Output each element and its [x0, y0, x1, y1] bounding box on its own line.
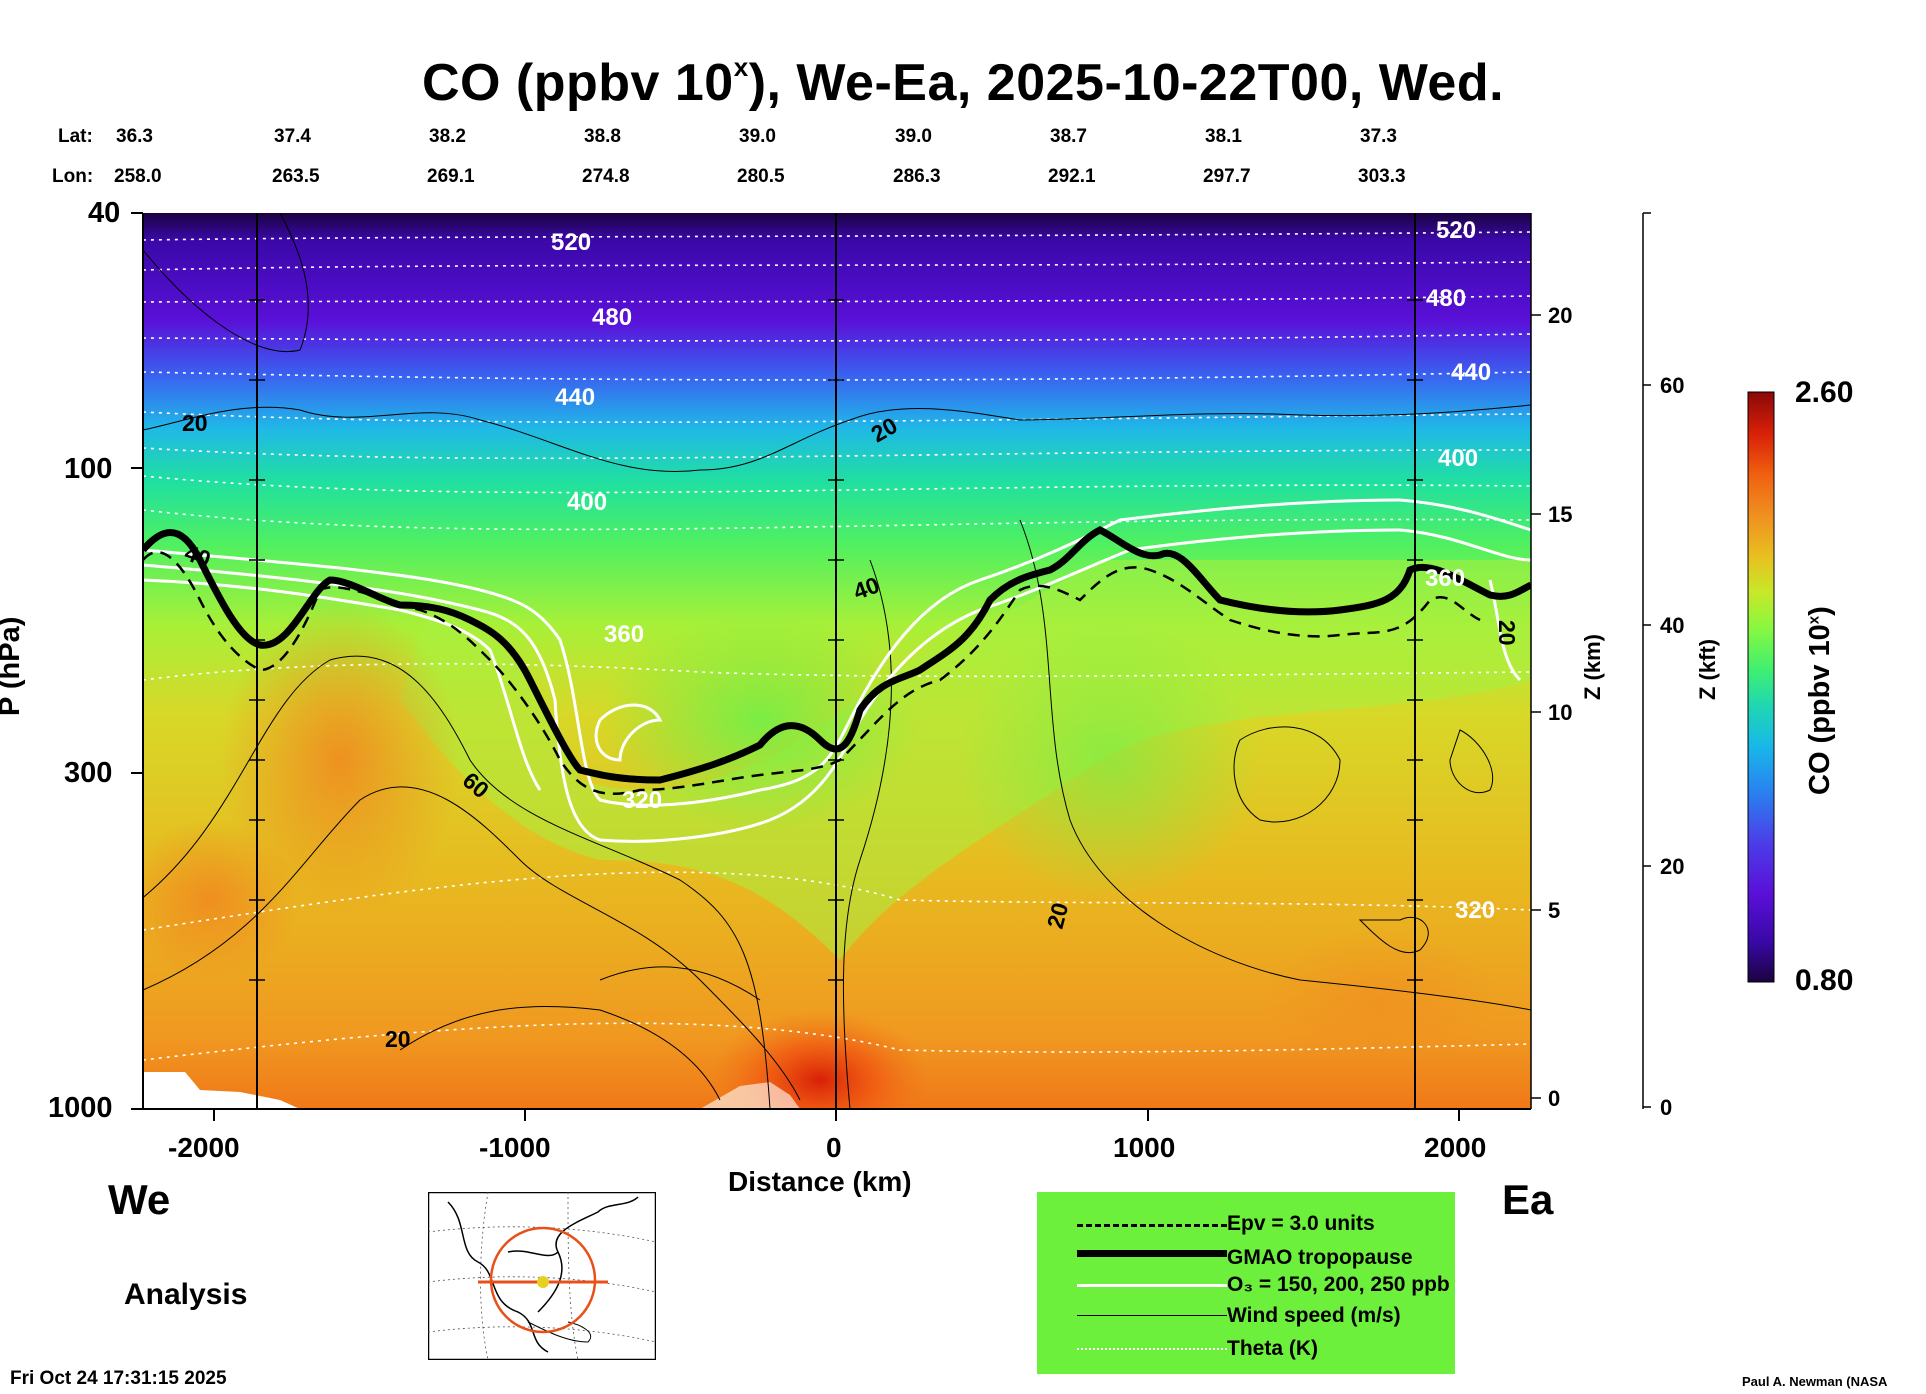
y-tick-label: 300: [64, 757, 113, 789]
lon-value: 274.8: [582, 166, 630, 187]
legend-swatch-wind: [1077, 1315, 1227, 1316]
z-kft-tick: 40: [1660, 613, 1685, 638]
x-tick-label: 0: [826, 1132, 842, 1163]
ozone-contours: [143, 498, 1531, 843]
theta-contours: [143, 231, 1531, 1061]
legend: Epv = 3.0 units GMAO tropopause O₃ = 150…: [1037, 1192, 1455, 1374]
z-km-tick: 0: [1548, 1086, 1561, 1111]
x-tick-label: 2000: [1424, 1132, 1487, 1163]
z-km-title: Z (km): [1580, 634, 1605, 700]
legend-swatch-ozone: [1077, 1284, 1227, 1287]
legend-swatch-tropopause: [1077, 1250, 1227, 1257]
lon-value: 292.1: [1048, 166, 1096, 187]
theta-label: 360: [604, 621, 644, 648]
lat-value: 39.0: [739, 126, 776, 147]
y-tick-label: 1000: [48, 1092, 113, 1124]
lat-value: 37.4: [274, 126, 311, 147]
wind-contours: [143, 213, 1531, 1109]
wind-label: 20: [1494, 620, 1520, 646]
y-tick-label: 100: [64, 453, 113, 485]
lat-value: 38.8: [584, 126, 621, 147]
lat-label: Lat:: [58, 126, 93, 147]
colorbar: [1747, 391, 1775, 983]
lon-value: 280.5: [737, 166, 785, 187]
lon-value: 303.3: [1358, 166, 1406, 187]
z-km-tick: 15: [1548, 502, 1573, 527]
lon-value: 286.3: [893, 166, 941, 187]
theta-label: 400: [1438, 445, 1478, 472]
legend-item: Theta (K): [1227, 1337, 1318, 1360]
theta-label: 520: [551, 229, 591, 256]
timestamp: Fri Oct 24 17:31:15 2025: [10, 1368, 227, 1389]
z-km-tick: 10: [1548, 700, 1573, 725]
theta-label: 520: [1436, 217, 1476, 244]
chart-title: CO (ppbv 10x), We-Ea, 2025-10-22T00, Wed…: [421, 52, 1505, 112]
reference-line-ticks: [249, 299, 1423, 981]
legend-swatch-epv: [1077, 1224, 1227, 1227]
z-kft-tick: 60: [1660, 373, 1685, 398]
x-tick-label: -2000: [168, 1132, 240, 1163]
inset-map: [428, 1192, 656, 1360]
direction-east: Ea: [1502, 1176, 1554, 1223]
x-tick-label: 1000: [1113, 1132, 1176, 1163]
wind-label: 20: [182, 410, 208, 436]
direction-west: We: [108, 1176, 171, 1223]
lat-value: 39.0: [895, 126, 932, 147]
x-axis-title: Distance (km): [728, 1166, 912, 1197]
legend-item: GMAO tropopause: [1227, 1246, 1413, 1269]
plot-axes: [131, 212, 1651, 1121]
lon-value: 297.7: [1203, 166, 1251, 187]
z-km-tick: 20: [1548, 303, 1573, 328]
lat-value: 38.2: [429, 126, 466, 147]
wind-label: 20: [385, 1026, 411, 1052]
theta-label: 480: [592, 304, 632, 331]
theta-label: 440: [555, 384, 595, 411]
theta-labels: 520 480 440 400 360 320 520 480 440 400 …: [551, 217, 1495, 924]
reference-lines: [256, 213, 1416, 1109]
theta-label: 480: [1426, 285, 1466, 312]
epv-line: [143, 551, 1481, 795]
legend-item: Wind speed (m/s): [1227, 1304, 1401, 1327]
legend-item: Epv = 3.0 units: [1227, 1212, 1375, 1235]
lon-value: 269.1: [427, 166, 475, 187]
theta-label: 320: [1455, 897, 1495, 924]
legend-item: O₃ = 150, 200, 250 ppb: [1227, 1273, 1450, 1296]
z-kft-title: Z (kft): [1695, 638, 1720, 700]
credit: Paul A. Newman (NASA: [1742, 1374, 1888, 1389]
colorbar-max: 2.60: [1795, 376, 1854, 409]
co-field: [143, 213, 1531, 1109]
theta-label: 400: [567, 489, 607, 516]
lon-value: 263.5: [272, 166, 320, 187]
z-kft-tick: 20: [1660, 854, 1685, 879]
y-tick-label: 40: [88, 197, 121, 229]
y-axis-title: P (hPa): [0, 616, 26, 716]
lon-label: Lon:: [52, 166, 94, 187]
lat-value: 37.3: [1360, 126, 1397, 147]
colorbar-min: 0.80: [1795, 964, 1854, 997]
z-kft-tick: 0: [1660, 1095, 1673, 1120]
z-km-tick: 5: [1548, 898, 1561, 923]
colorbar-title: CO (ppbv 10x): [1804, 606, 1836, 795]
x-tick-label: -1000: [479, 1132, 551, 1163]
lat-value: 36.3: [116, 126, 153, 147]
theta-label: 360: [1425, 565, 1465, 592]
theta-label: 440: [1451, 359, 1491, 386]
lon-value: 258.0: [114, 166, 162, 187]
lat-value: 38.7: [1050, 126, 1087, 147]
analysis-label: Analysis: [124, 1278, 248, 1311]
legend-swatch-theta: [1077, 1348, 1227, 1350]
lat-value: 38.1: [1205, 126, 1242, 147]
theta-label: 320: [622, 787, 662, 814]
